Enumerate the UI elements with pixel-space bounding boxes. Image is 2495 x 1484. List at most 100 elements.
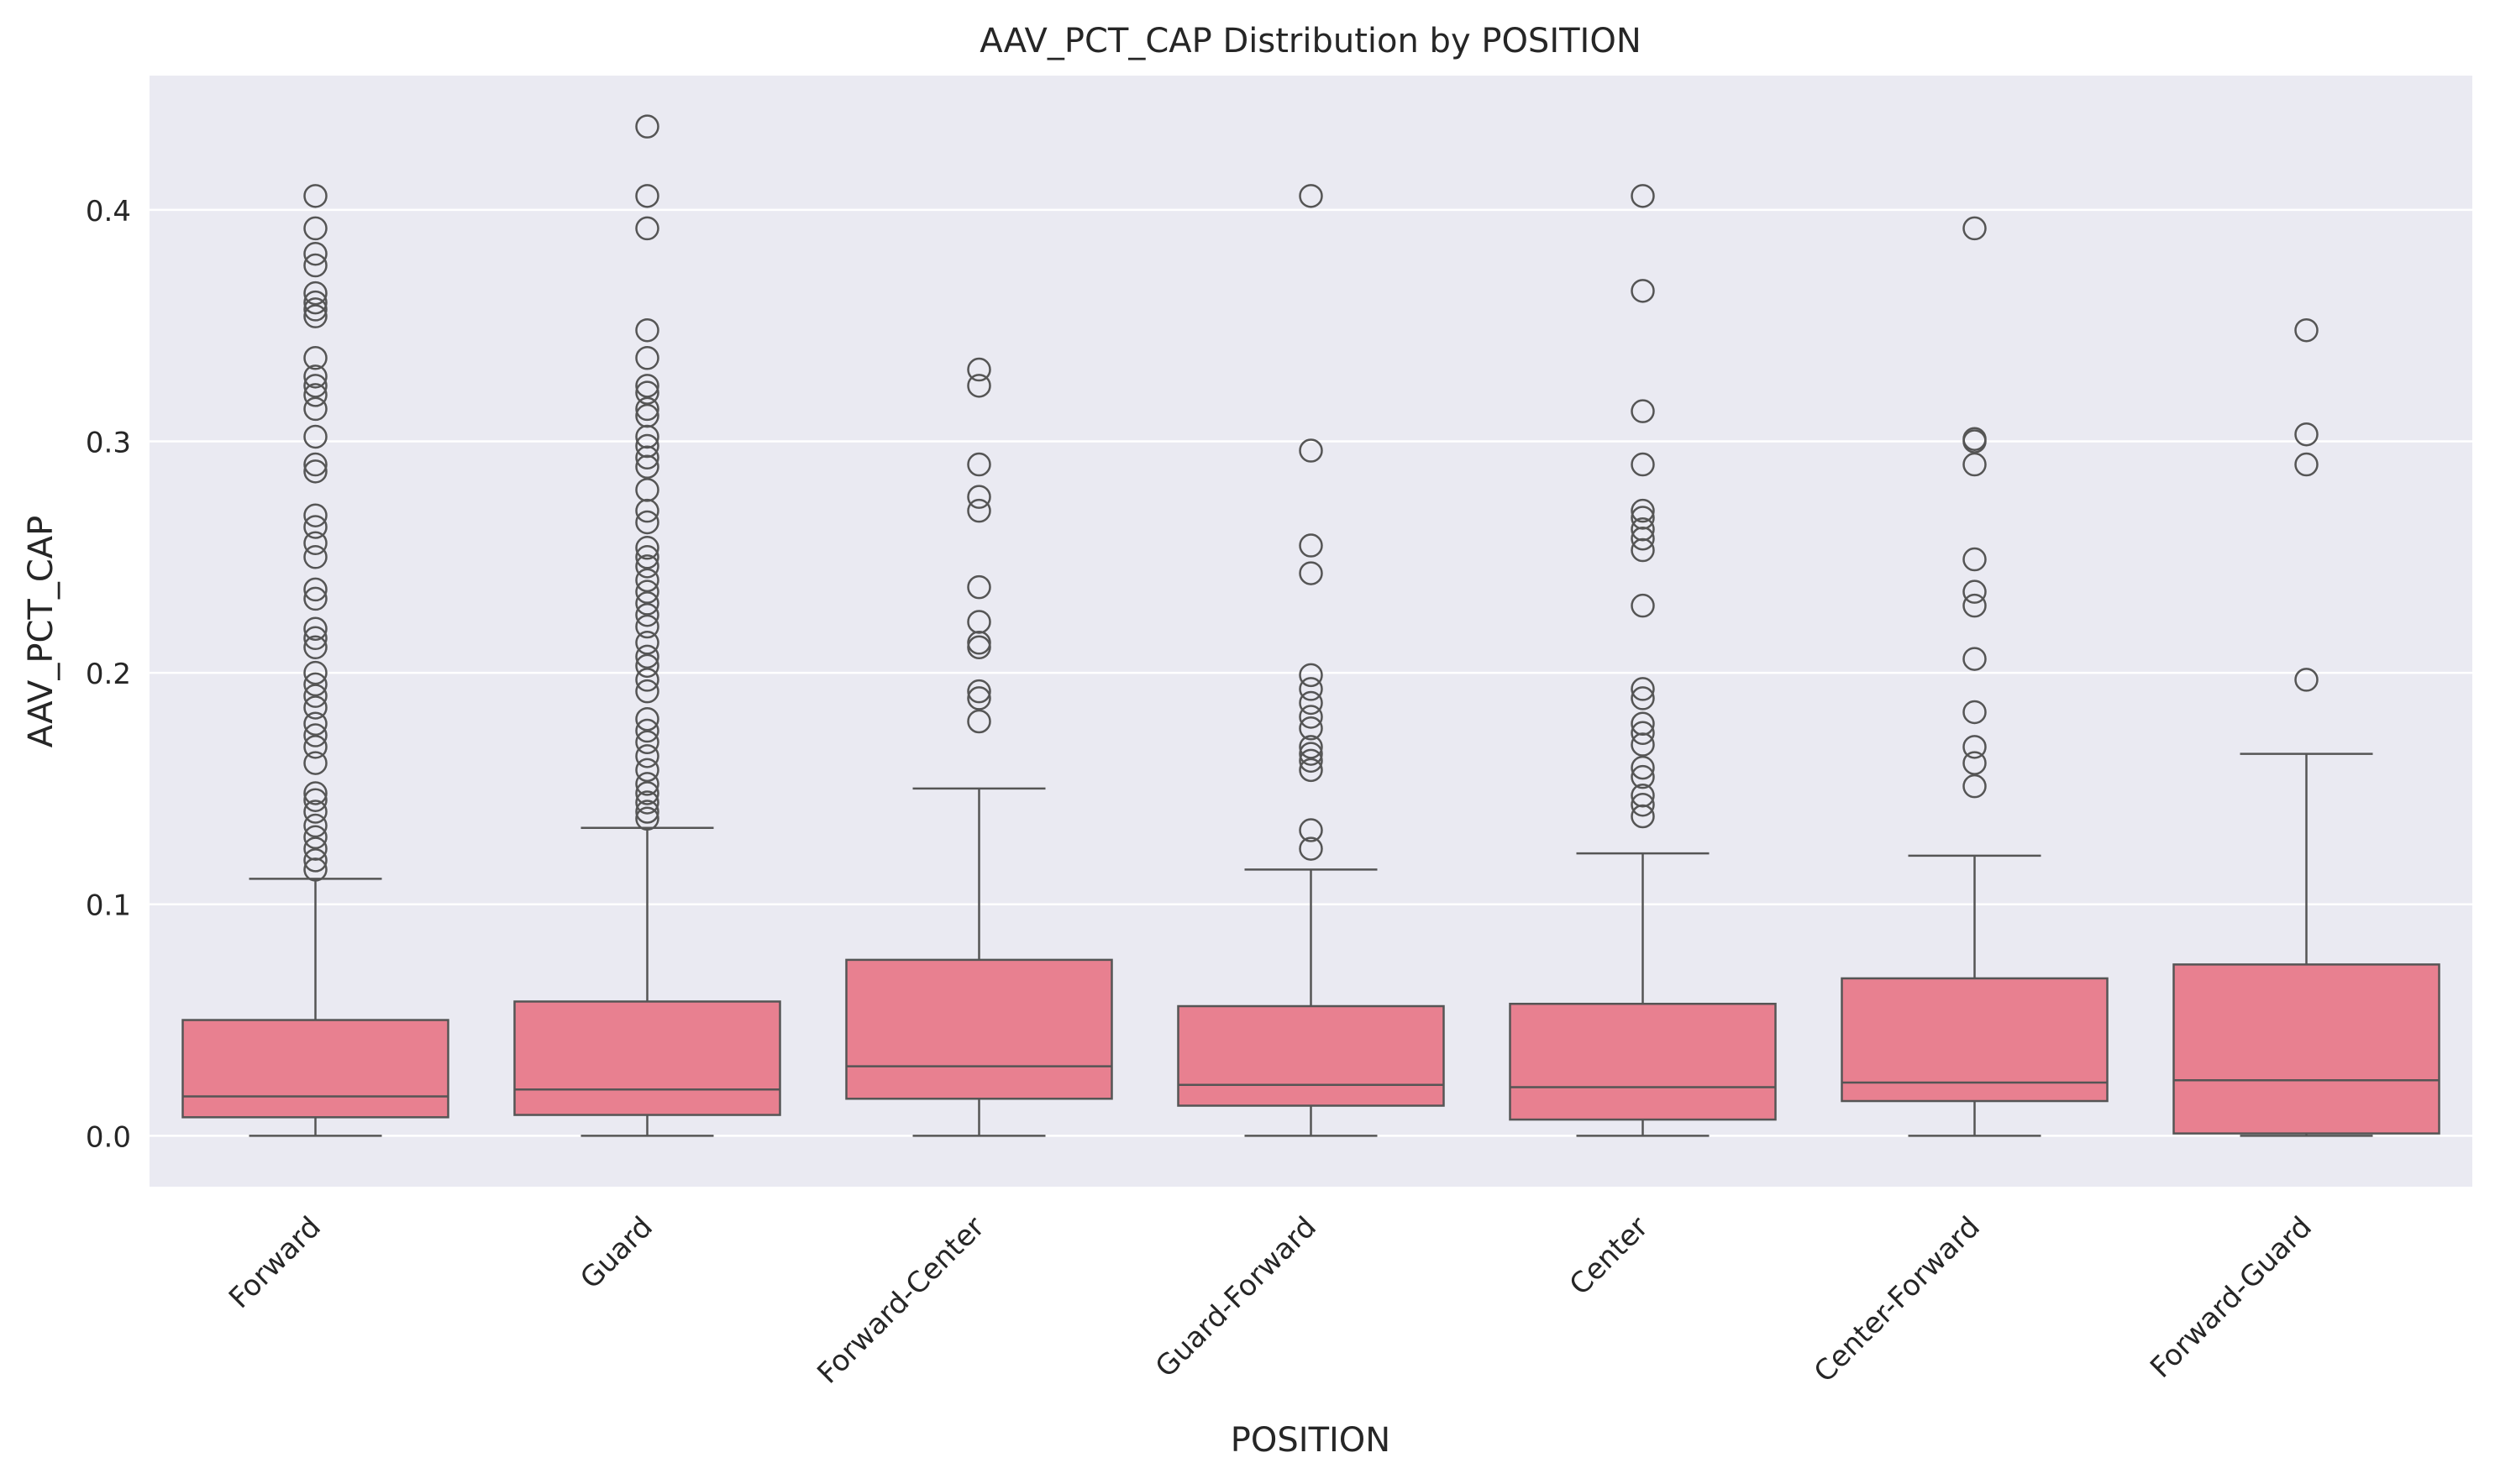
outlier-point [303, 577, 328, 602]
outlier-point [1962, 700, 1987, 725]
outlier-point [635, 706, 659, 732]
outlier-point [303, 813, 328, 838]
outlier-point [635, 679, 659, 704]
outlier-point [635, 510, 659, 535]
outlier-point [303, 459, 328, 484]
outlier-point [967, 452, 991, 477]
outlier-point [303, 857, 328, 882]
outlier-point [635, 579, 659, 604]
outlier-point [635, 568, 659, 593]
outlier-point [1962, 647, 1987, 671]
outlier-point [1299, 818, 1323, 842]
x-axis-label: POSITION [1231, 1421, 1390, 1460]
outlier-point [1631, 452, 1655, 477]
outlier-point [635, 730, 659, 755]
outlier-point [635, 317, 659, 343]
y-axis-ticks: 0.0 0.1 0.2 0.3 0.4 [86, 195, 131, 1155]
outlier-point [1962, 216, 1987, 241]
outlier-point [1631, 498, 1655, 523]
outlier-point [1299, 836, 1323, 861]
outlier-point [1631, 755, 1655, 780]
box-center [1509, 184, 1777, 1137]
y-tick-label: 0.4 [86, 195, 131, 228]
outlier-point [1299, 561, 1323, 585]
y-tick-label: 0.1 [86, 889, 131, 923]
outlier-point [303, 616, 328, 641]
outlier-point [635, 718, 659, 743]
outlier-point [303, 503, 328, 527]
outlier-point [967, 357, 991, 382]
outlier-point [635, 744, 659, 768]
outlier-point [967, 374, 991, 398]
outlier-point [1631, 279, 1655, 303]
box-center-forward [1841, 216, 2109, 1137]
outlier-point [303, 660, 328, 685]
outlier-point [635, 396, 659, 422]
y-tick-label: 0.0 [86, 1120, 131, 1154]
outlier-point [1299, 735, 1323, 759]
outlier-point [635, 346, 659, 370]
outlier-point [1962, 773, 1987, 799]
outlier-point [303, 635, 328, 660]
y-tick-label: 0.2 [86, 658, 131, 691]
outlier-point [2294, 422, 2319, 447]
outlier-point [1631, 677, 1655, 701]
outlier-point [1631, 184, 1655, 208]
outlier-point [303, 297, 328, 322]
outlier-point [303, 383, 328, 407]
outlier-point [635, 772, 659, 796]
outlier-point [635, 614, 659, 639]
y-tick-label: 0.3 [86, 426, 131, 459]
outlier-point [635, 216, 659, 241]
outlier-point [303, 825, 328, 850]
outlier-point [635, 806, 659, 831]
outlier-point [303, 723, 328, 747]
outlier-point [635, 758, 659, 783]
outlier-point [303, 735, 328, 759]
boxes-layer [181, 114, 2440, 1137]
outlier-point [1962, 751, 1987, 775]
iqr-box [181, 1019, 449, 1119]
outlier-point [635, 668, 659, 692]
outlier-point [303, 364, 328, 389]
iqr-box [845, 958, 1113, 1100]
outlier-point [303, 684, 328, 708]
box-forward-guard [2172, 317, 2440, 1137]
iqr-box [513, 1000, 781, 1116]
chart-title: AAV_PCT_CAP Distribution by POSITION [980, 22, 1641, 60]
outlier-point [1299, 716, 1323, 741]
outlier-point [303, 781, 328, 805]
outlier-point [1299, 184, 1323, 208]
iqr-box [2172, 963, 2440, 1135]
outlier-point [303, 452, 328, 477]
outlier-point [303, 545, 328, 569]
outlier-point [1299, 438, 1323, 463]
outlier-point [303, 515, 328, 539]
outlier-point [1631, 732, 1655, 757]
outlier-point [1631, 792, 1655, 817]
outlier-point [303, 586, 328, 611]
outlier-point [303, 304, 328, 328]
outlier-point [1631, 721, 1655, 746]
y-axis-label: AAV_PCT_CAP [22, 516, 60, 748]
outlier-point [303, 216, 328, 241]
outlier-point [303, 184, 328, 208]
outlier-point [2294, 452, 2319, 477]
outlier-point [635, 800, 659, 824]
outlier-point [303, 626, 328, 651]
outlier-point [635, 374, 659, 398]
outlier-point [303, 290, 328, 315]
outlier-point [2294, 317, 2319, 343]
outlier-point [303, 848, 328, 873]
outlier-point [303, 751, 328, 775]
outlier-point [1962, 429, 1987, 454]
box-forward-center [845, 357, 1113, 1137]
outlier-point [635, 184, 659, 208]
outlier-point [1631, 527, 1655, 551]
outlier-point [1962, 735, 1987, 759]
outlier-point [967, 485, 991, 509]
outlier-point [635, 591, 659, 616]
outlier-point [1631, 593, 1655, 618]
outlier-point [635, 631, 659, 655]
outlier-point [1631, 399, 1655, 423]
